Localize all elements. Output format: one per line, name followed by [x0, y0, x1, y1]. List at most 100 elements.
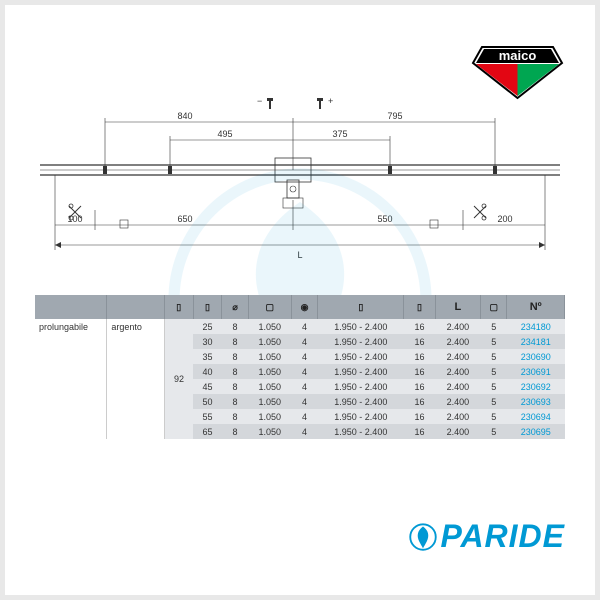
th-icon7: ▢	[481, 295, 507, 319]
cell: 5	[481, 394, 507, 409]
cell: 1.950 - 2.400	[318, 349, 404, 364]
technical-diagram: − + 840 795 495 375	[35, 90, 565, 280]
cell: 8	[222, 379, 248, 394]
cell: 5	[481, 424, 507, 439]
cell: 4	[291, 379, 317, 394]
svg-text:+: +	[328, 96, 333, 106]
cell: 8	[222, 424, 248, 439]
cell: 5	[481, 349, 507, 364]
th-icon3: ▢	[248, 295, 291, 319]
cell: 4	[291, 364, 317, 379]
cell: 2.400	[435, 349, 481, 364]
cell: 8	[222, 334, 248, 349]
svg-text:550: 550	[377, 214, 392, 224]
part-number-link[interactable]: 230692	[507, 379, 565, 394]
cell: 4	[291, 394, 317, 409]
cell: 2.400	[435, 394, 481, 409]
paride-logo: PARIDE	[408, 518, 565, 555]
cell: 5	[481, 364, 507, 379]
cell: 1.950 - 2.400	[318, 394, 404, 409]
svg-text:375: 375	[332, 129, 347, 139]
cell: 4	[291, 334, 317, 349]
page-container: maico − + 840 795	[5, 5, 595, 595]
cell: 5	[481, 409, 507, 424]
paride-icon	[408, 522, 438, 552]
cell: 1.950 - 2.400	[318, 334, 404, 349]
cell: 1.950 - 2.400	[318, 364, 404, 379]
svg-text:495: 495	[217, 129, 232, 139]
part-number-link[interactable]: 234180	[507, 319, 565, 334]
cell: 50	[193, 394, 222, 409]
svg-text:L: L	[297, 250, 302, 260]
cell: 1.050	[248, 334, 291, 349]
cell: 4	[291, 409, 317, 424]
cell: 45	[193, 379, 222, 394]
cell: 1.050	[248, 349, 291, 364]
th-partno: Nº	[507, 295, 565, 319]
svg-text:100: 100	[67, 214, 82, 224]
cell: 16	[404, 349, 435, 364]
cell: 5	[481, 319, 507, 334]
cell: 25	[193, 319, 222, 334]
cell: 16	[404, 319, 435, 334]
col-92: 92	[164, 319, 193, 439]
part-number-link[interactable]: 230693	[507, 394, 565, 409]
svg-text:200: 200	[497, 214, 512, 224]
cell: 5	[481, 334, 507, 349]
th-icon6: ▯	[404, 295, 435, 319]
th-icon1: ▯	[164, 295, 193, 319]
cell: 4	[291, 424, 317, 439]
maico-text: maico	[499, 48, 537, 63]
cell: 16	[404, 334, 435, 349]
cell: 2.400	[435, 334, 481, 349]
part-number-link[interactable]: 230694	[507, 409, 565, 424]
cell: 1.950 - 2.400	[318, 424, 404, 439]
table-row: prolungabileargento922581.05041.950 - 2.…	[35, 319, 565, 334]
spec-table: ▯ ▯ ⌀ ▢ ◉ ▯ ▯ L ▢ Nº prolungabileargento…	[35, 295, 565, 439]
cell: 55	[193, 409, 222, 424]
cell: 30	[193, 334, 222, 349]
cell: 4	[291, 319, 317, 334]
cell: 2.400	[435, 424, 481, 439]
table-header-row: ▯ ▯ ⌀ ▢ ◉ ▯ ▯ L ▢ Nº	[35, 295, 565, 319]
part-number-link[interactable]: 234181	[507, 334, 565, 349]
cell: 1.050	[248, 379, 291, 394]
part-number-link[interactable]: 230691	[507, 364, 565, 379]
col-argento: argento	[107, 319, 165, 439]
cell: 1.950 - 2.400	[318, 379, 404, 394]
cell: 35	[193, 349, 222, 364]
th-icon4: ◉	[291, 295, 317, 319]
svg-text:840: 840	[177, 111, 192, 121]
cell: 8	[222, 394, 248, 409]
cell: 1.050	[248, 424, 291, 439]
cell: 2.400	[435, 409, 481, 424]
th-icon5: ▯	[318, 295, 404, 319]
cell: 16	[404, 364, 435, 379]
svg-text:795: 795	[387, 111, 402, 121]
th-L: L	[435, 295, 481, 319]
part-number-link[interactable]: 230690	[507, 349, 565, 364]
svg-text:650: 650	[177, 214, 192, 224]
cell: 65	[193, 424, 222, 439]
cell: 1.950 - 2.400	[318, 409, 404, 424]
cell: 1.050	[248, 394, 291, 409]
cell: 1.050	[248, 319, 291, 334]
cell: 16	[404, 424, 435, 439]
cell: 4	[291, 349, 317, 364]
paride-text: PARIDE	[440, 518, 565, 555]
cell: 1.050	[248, 409, 291, 424]
cell: 16	[404, 394, 435, 409]
col-prolungabile: prolungabile	[35, 319, 107, 439]
cell: 5	[481, 379, 507, 394]
cell: 2.400	[435, 319, 481, 334]
cell: 2.400	[435, 364, 481, 379]
svg-text:−: −	[257, 96, 262, 106]
part-number-link[interactable]: 230695	[507, 424, 565, 439]
th-icon2: ▯	[193, 295, 222, 319]
cell: 16	[404, 379, 435, 394]
cell: 1.050	[248, 364, 291, 379]
cell: 40	[193, 364, 222, 379]
cell: 1.950 - 2.400	[318, 319, 404, 334]
th-blank1	[35, 295, 107, 319]
cell: 8	[222, 364, 248, 379]
